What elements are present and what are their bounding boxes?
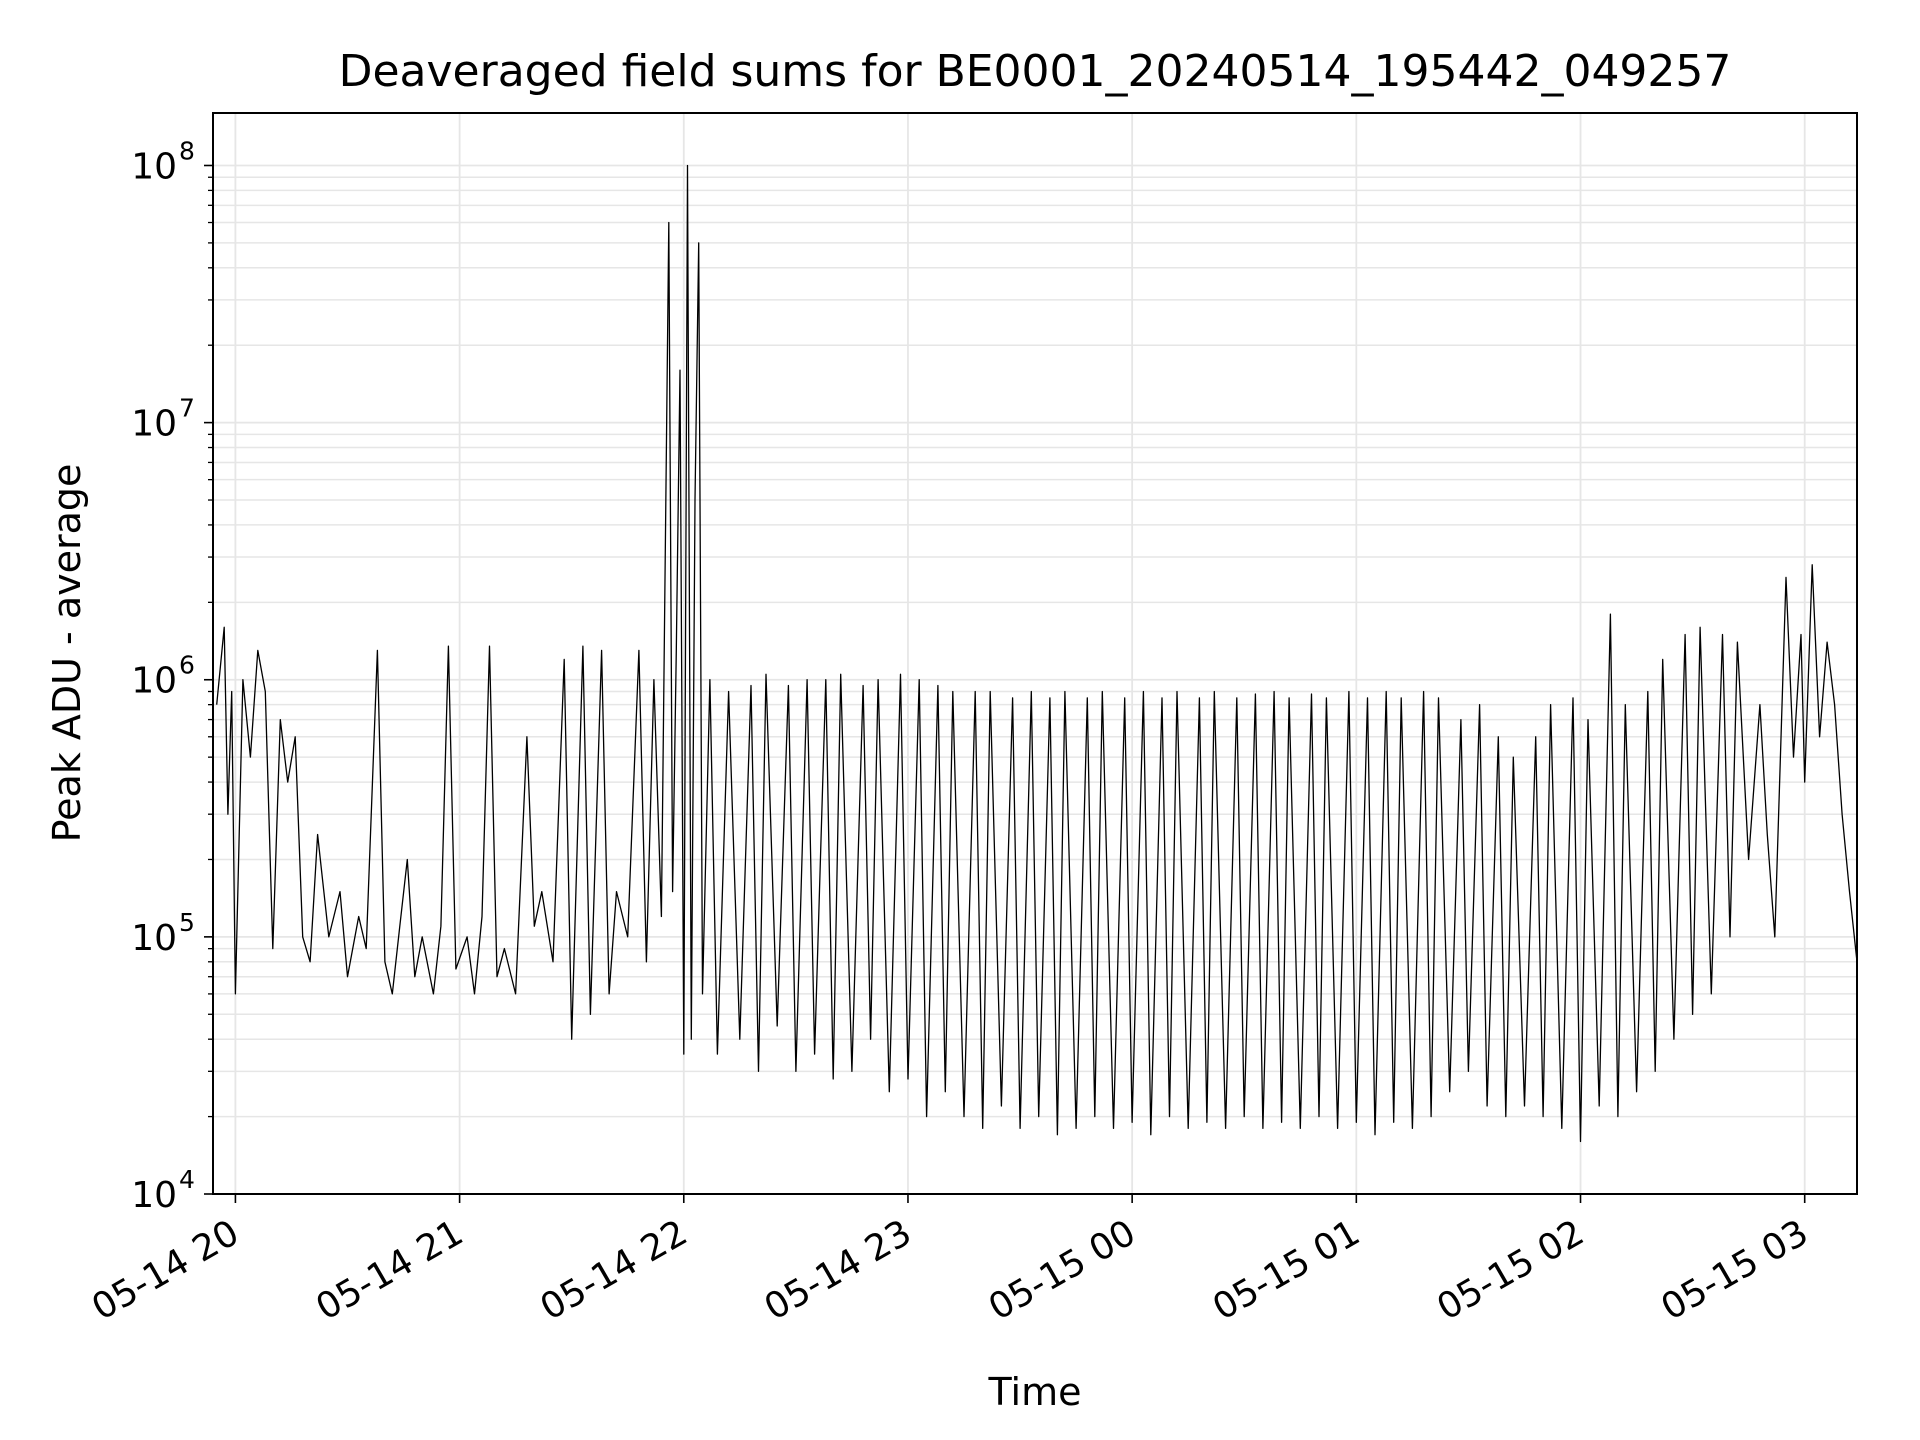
x-axis-label: Time [988, 1370, 1082, 1414]
y-tick-label: 10 [131, 404, 177, 445]
minor-gridlines [213, 176, 1857, 1118]
y-tick-label-exponent: 7 [179, 394, 195, 423]
y-tick-label: 10 [131, 1175, 177, 1216]
y-tick-label-exponent: 4 [179, 1165, 195, 1194]
y-tick-label: 10 [131, 918, 177, 959]
y-tick-label-exponent: 6 [179, 651, 195, 680]
series-line [216, 164, 1858, 1143]
chart-title: Deaveraged field sums for BE0001_2024051… [339, 46, 1732, 97]
y-tick-label: 10 [131, 146, 177, 187]
y-axis-label: Peak ADU - average [45, 464, 89, 843]
plot-frame [212, 112, 1858, 1195]
y-tick-label: 10 [131, 661, 177, 702]
y-tick-label-exponent: 8 [179, 136, 195, 165]
y-tick-label-exponent: 5 [179, 908, 195, 937]
